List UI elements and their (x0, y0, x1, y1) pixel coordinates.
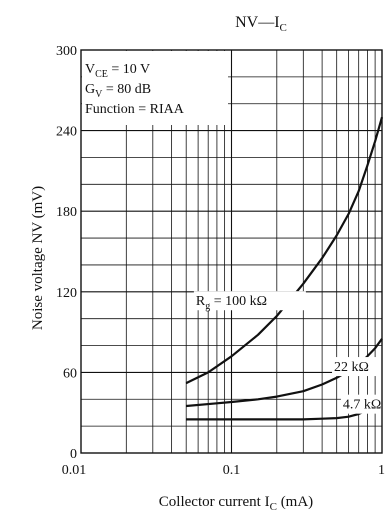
title-sep: — (257, 14, 275, 31)
condition-line: VCE = 10 V (85, 62, 150, 80)
series-labels: Rg = 100 kΩ 22 kΩ 4.7 kΩ (193, 291, 390, 414)
y-tick-label: 60 (63, 366, 77, 381)
plot-frame (80, 49, 383, 454)
condition-line: GV = 80 dB (85, 82, 151, 100)
x-tick-label: 0.1 (223, 463, 241, 478)
series-label-2: 4.7 kΩ (343, 398, 381, 413)
series-line-1 (186, 338, 383, 408)
y-tick-label: 180 (56, 205, 77, 220)
y-tick-label: 240 (56, 125, 77, 140)
series-label-background (340, 394, 390, 414)
xlabel-unit: (mA) (281, 494, 314, 510)
series-label-background (193, 291, 306, 311)
y-axis-label: Noise voltage NV (mV) (30, 186, 46, 330)
x-tick-label: 0.01 (62, 463, 87, 478)
xlabel-sub: C (270, 501, 277, 513)
title-base: I (274, 14, 279, 31)
title-main: NV (235, 14, 259, 31)
tick-labels: 0 60 120 180 240 300 0.01 0.1 1 (56, 44, 385, 478)
y-tick-label: 0 (70, 447, 77, 462)
series-label-0: Rg = 100 kΩ (196, 294, 267, 312)
y-tick-label: 300 (56, 44, 77, 59)
series-line-0 (185, 116, 384, 385)
grid (81, 50, 382, 453)
xlabel-var: I (265, 494, 270, 510)
series-label-1: 22 kΩ (334, 360, 369, 375)
condition-line: Function = RIAA (85, 102, 185, 117)
title-sub: C (280, 22, 287, 34)
x-tick-label: 1 (378, 463, 385, 478)
chart-title: NV—IC (235, 14, 287, 34)
conditions-box: VCE = 10 V GV = 80 dB Function = RIAA (82, 51, 228, 125)
conditions-background (82, 51, 228, 125)
y-tick-label: 120 (56, 286, 77, 301)
x-axis-label: Collector current IC (mA) (159, 494, 313, 513)
series-label-background (332, 357, 383, 377)
xlabel-text: Collector current (159, 494, 262, 510)
